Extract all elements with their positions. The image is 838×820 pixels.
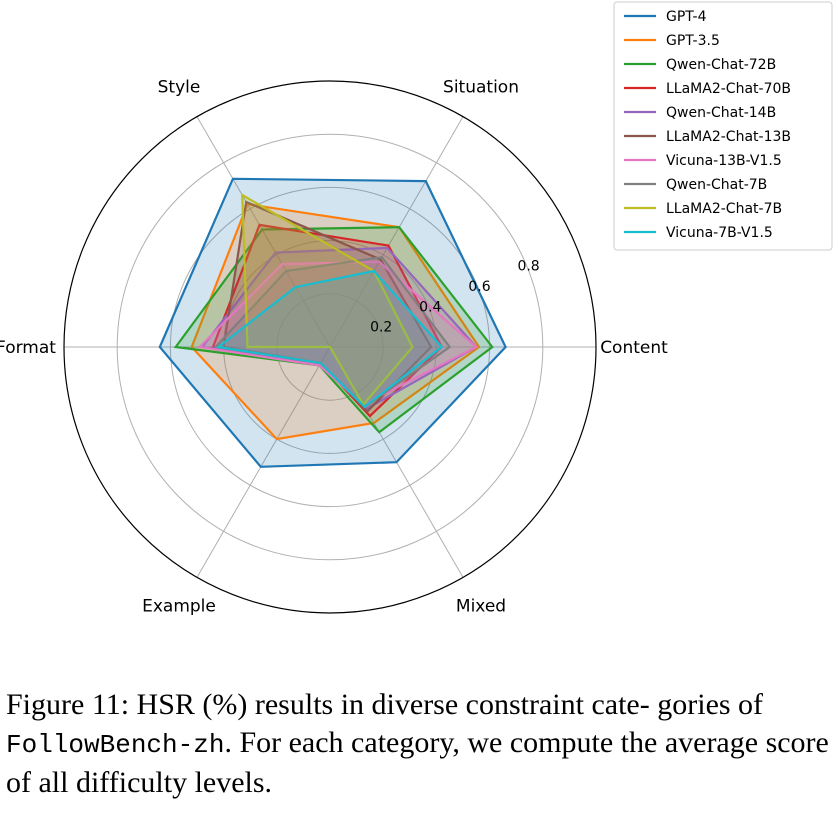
axis-label-situation: Situation [443, 78, 519, 98]
series-vicuna-7b-v1-5 [215, 269, 444, 409]
radar-series [158, 177, 507, 468]
axis-label-style: Style [158, 78, 201, 98]
legend-entry-1: GPT-3.5 [666, 33, 720, 49]
legend-entry-6: Vicuna-13B-V1.5 [666, 153, 782, 169]
radar-labels: Content Situation Style Format Example Mixed 0… [0, 78, 668, 617]
legend-box [613, 1, 833, 251]
caption-code: FollowBench-zh [6, 730, 225, 760]
axis-label-example: Example [142, 596, 216, 616]
axis-label-mixed: Mixed [456, 596, 506, 616]
tick-label-0: 0.2 [370, 320, 392, 336]
legend-entry-9: Vicuna-7B-V1.5 [666, 225, 773, 241]
legend-entry-3: LLaMA2-Chat-70B [666, 81, 791, 97]
tick-label-3: 0.8 [517, 259, 539, 275]
caption-suffix: . For each category, we compute the aver… [6, 726, 829, 799]
series-llama2-chat-70b [211, 223, 444, 418]
grid-spoke-4 [196, 346, 331, 578]
caption-prefix: Figure 11: HSR (%) results in diverse co… [6, 688, 764, 721]
grid-spoke-1 [329, 116, 464, 348]
grid-spoke-2 [196, 116, 331, 348]
legend-entry-4: Qwen-Chat-14B [666, 105, 776, 121]
tick-label-2: 0.6 [468, 279, 490, 295]
legend-entry-7: Qwen-Chat-7B [666, 177, 767, 193]
axis-label-content: Content [600, 338, 668, 358]
figure-caption: Figure 11: HSR (%) results in diverse co… [6, 686, 832, 802]
axis-label-format: Format [0, 338, 56, 358]
outer-frame [63, 80, 597, 614]
legend-entry-5: LLaMA2-Chat-13B [666, 129, 791, 145]
tick-label-1: 0.4 [419, 299, 441, 315]
radar-chart: Content Situation Style Format Example Mixed 0… [0, 1, 833, 617]
legend-entry-8: LLaMA2-Chat-7B [666, 201, 782, 217]
radar-grid [63, 80, 597, 614]
legend-entry-2: Qwen-Chat-72B [666, 57, 776, 73]
legend-entry-0: GPT-4 [666, 9, 707, 25]
legend: GPT-4 GPT-3.5 Qwen-Chat-72B LLaMA2-Chat-70B… [613, 1, 833, 251]
